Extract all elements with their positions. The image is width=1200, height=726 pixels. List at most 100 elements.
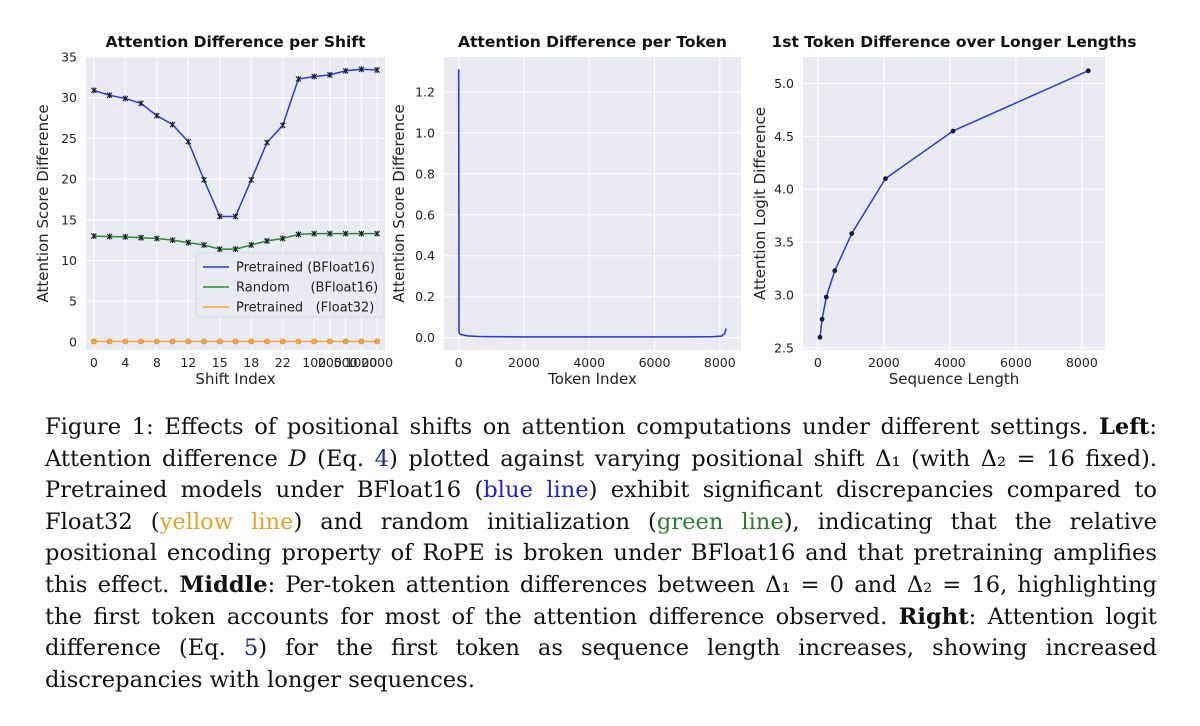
y-tick-label: 0.0 [415,330,435,345]
y-tick-label: 5 [69,294,77,309]
x-tick-label: 100 [302,355,326,370]
x-tick-label: 8000 [1066,355,1098,370]
data-point [216,338,223,345]
data-point [216,246,223,253]
caption-text: Attention difference [45,445,278,472]
y-tick-label: 20 [61,172,77,187]
chart-title: Attention Difference per Shift [105,33,366,51]
caption-yellow-line: yellow line [159,508,294,535]
x-tick-label: 6000 [639,355,671,370]
y-tick-label: 10 [61,253,77,268]
data-point [295,75,302,82]
caption-text: Attention logit difference (Eq. [45,603,1158,662]
x-tick-label: 2000 [868,355,900,370]
data-point [248,338,255,345]
y-tick-label: 1.0 [415,125,435,140]
y-axis-label: Attention Score Difference [34,104,52,302]
plot-background [444,57,741,350]
data-point [1085,68,1091,74]
data-point [169,121,176,128]
x-tick-label: 0 [814,355,822,370]
x-tick-label: 2000 [361,355,393,370]
data-point [264,338,270,345]
figure-caption: Figure 1: Effects of positional shifts o… [45,414,1158,693]
data-point [327,71,333,78]
x-tick-label: 0 [455,355,463,370]
x-axis-label: Sequence Length [889,370,1020,388]
data-point [138,100,144,107]
y-tick-label: 0.2 [415,289,435,304]
data-point [327,338,333,345]
y-tick-label: 3.0 [774,287,794,302]
x-axis-label: Shift Index [195,370,275,388]
y-tick-label: 25 [61,131,77,146]
data-point [185,239,192,246]
data-point [849,231,855,237]
data-point [358,66,365,73]
y-tick-label: 0 [69,334,77,349]
x-axis-label: Token Index [547,370,637,388]
y-tick-label: 2.5 [774,340,794,355]
caption-text: ) exhibit significant discrepancies comp… [45,477,1157,535]
data-point [342,338,349,345]
caption-text: Per-token attention differences between [285,571,755,598]
data-point [185,338,192,345]
y-tick-label: 35 [61,50,77,65]
y-tick-label: 4.5 [774,129,794,144]
equation-ref-link[interactable]: 5 [243,635,259,662]
x-tick-label: 6000 [1000,355,1032,370]
y-tick-label: 3.5 [774,235,794,250]
data-point [248,176,255,183]
series-line [457,69,727,338]
plot-background [803,57,1105,350]
data-point [374,338,381,345]
data-point [248,242,255,249]
data-point [201,176,207,183]
y-tick-label: 0.4 [415,248,435,263]
legend-label: Pretrained (Float32) [236,301,374,316]
y-tick-label: 4.0 [774,182,794,197]
data-point [358,338,365,345]
data-point [153,235,160,242]
data-point [264,139,270,146]
caption-math: Δ₂ = 16 [906,571,1001,598]
data-point [185,138,192,145]
data-point [90,233,97,240]
caption-label-middle: Middle [179,571,268,598]
legend-label: Random (BFloat16) [236,281,378,296]
figure-panels: 0 5 10 15 20 25 30 35 0 4 8 12 15 18 22 100 200 500 1000 20… [34,33,1137,388]
data-point [374,67,381,74]
data-point [122,338,129,345]
x-tick-label: 500 [334,355,358,370]
caption-text: ), indicating that the relative position… [45,508,1157,598]
caption-green-line: green line [656,508,784,535]
x-tick-label: 8000 [704,355,736,370]
x-tick-label: 4 [121,355,129,370]
data-point [106,233,113,240]
x-tick-label: 1000 [345,355,377,370]
equation-ref-link[interactable]: 4 [374,445,390,472]
x-tick-label: 12 [180,355,196,370]
data-point [950,128,956,134]
data-point [295,231,302,238]
caption-math: Δ₂ = [980,445,1036,472]
data-point [295,338,302,345]
data-point [169,338,176,345]
y-axis-label: Attention Logit Difference [751,107,769,300]
data-point [279,338,286,345]
data-point [232,213,239,220]
caption-label-right: Right [898,603,969,630]
data-point [327,230,333,237]
caption-text: (Eq. [317,445,365,472]
x-tick-label: 0 [90,355,98,370]
data-point [342,230,349,237]
data-point [90,87,97,94]
data-point [817,334,823,340]
caption-blue-line: blue line [483,477,589,504]
y-tick-label: 30 [61,90,77,105]
data-point [279,122,286,129]
data-point [122,233,129,240]
caption-math: Δ₁ = 0 [765,571,845,598]
data-point [106,92,113,99]
data-point [358,230,365,237]
